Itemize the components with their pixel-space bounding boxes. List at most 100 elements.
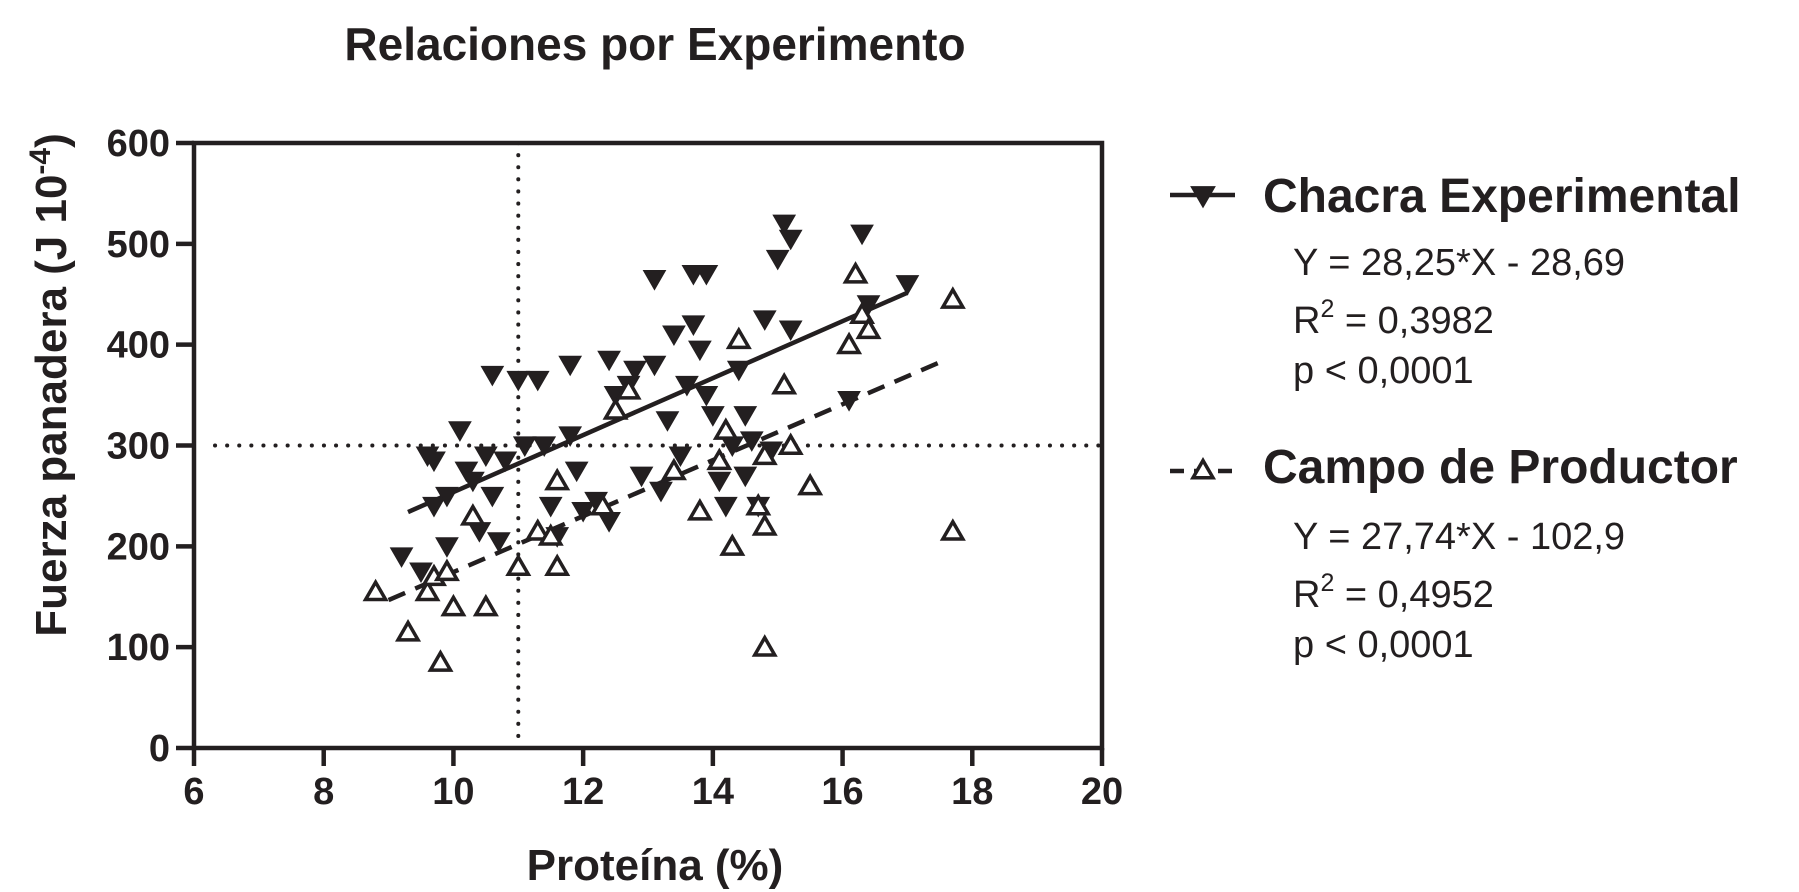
point-series-0-16: [532, 436, 557, 457]
point-series-0-36: [675, 375, 699, 397]
point-series-1-6: [440, 593, 467, 617]
data-points: [362, 214, 966, 672]
point-series-1-20: [712, 417, 739, 440]
y-tick-label-4: 400: [107, 325, 170, 367]
x-tick-label-4: 14: [692, 771, 734, 813]
point-series-0-6: [461, 471, 485, 493]
legend-campo-equation: Y = 27,74*X - 102,9: [1293, 516, 1625, 558]
point-series-1-5: [433, 558, 460, 582]
y-ticks: 0 100 200 300 400 500 600: [107, 123, 194, 770]
point-series-1-13: [544, 467, 571, 491]
point-series-1-27: [771, 372, 798, 395]
legend-campo-marker: [1189, 457, 1217, 480]
x-tick-label-1: 8: [313, 771, 334, 813]
point-series-0-22: [571, 501, 596, 523]
y-tick-label-0: 0: [149, 728, 170, 770]
point-series-1-28: [777, 432, 804, 456]
legend-campo-glyph: [1170, 457, 1237, 480]
y-axis-title-main: Fuerza panadera (J 10: [27, 175, 76, 637]
chart-title: Relaciones por Experimento: [344, 18, 965, 70]
point-series-0-35: [668, 446, 693, 468]
legend-campo-r2-sup: 2: [1320, 569, 1334, 597]
point-series-0-14: [512, 436, 537, 457]
point-series-1-30: [842, 261, 869, 284]
point-series-1-23: [745, 493, 772, 516]
legend-campo-r2-value: = 0,4952: [1334, 574, 1494, 616]
point-series-0-10: [480, 365, 505, 387]
point-series-1-11: [537, 523, 564, 546]
point-series-0-19: [558, 355, 583, 377]
point-series-1-7: [459, 503, 486, 526]
legend-chacra-r2-prefix: R: [1293, 300, 1320, 342]
legend-chacra-glyph: [1170, 186, 1235, 209]
point-series-0-12: [493, 451, 518, 473]
point-series-1-1: [394, 619, 422, 642]
point-series-1-31: [848, 301, 876, 324]
point-series-1-29: [797, 472, 824, 496]
point-series-0-49: [739, 431, 764, 452]
point-series-0-28: [623, 360, 647, 382]
point-series-0-2: [422, 496, 446, 518]
point-series-1-21: [719, 533, 746, 556]
point-series-1-19: [706, 447, 733, 471]
point-series-0-13: [506, 370, 531, 392]
y-axis-title: Fuerza panadera (J 10-4): [24, 133, 76, 637]
point-series-0-21: [564, 461, 589, 483]
point-series-1-34: [939, 286, 966, 309]
point-series-1-4: [427, 649, 454, 672]
point-series-0-34: [662, 325, 686, 347]
point-series-0-15: [525, 370, 550, 392]
legend-chacra-r2-value: = 0,3982: [1334, 300, 1494, 342]
point-series-0-61: [389, 547, 414, 568]
point-series-1-14: [589, 493, 616, 516]
y-axis-title-sup: -4: [24, 148, 57, 175]
point-series-0-39: [688, 340, 712, 362]
x-ticks: 6 8 10 12 14 16 18 20: [183, 748, 1123, 813]
point-series-0-3: [435, 537, 459, 558]
point-series-0-54: [772, 214, 797, 236]
point-series-1-18: [686, 498, 713, 521]
point-series-0-40: [694, 265, 719, 286]
point-series-1-15: [602, 397, 629, 420]
point-series-0-44: [713, 496, 738, 518]
point-series-1-35: [939, 518, 966, 541]
point-series-1-8: [472, 593, 499, 617]
point-series-0-51: [752, 310, 777, 331]
legend-chacra-p: p < 0,0001: [1293, 350, 1474, 392]
point-series-0-58: [850, 224, 874, 246]
point-series-1-22: [725, 326, 752, 350]
point-series-0-62: [409, 562, 433, 583]
point-series-0-43: [707, 471, 732, 493]
reference-lines: [213, 141, 1104, 750]
point-series-0-1: [422, 451, 446, 473]
point-series-1-2: [414, 578, 441, 602]
legend-campo-r2: R2 = 0,4952: [1293, 569, 1494, 616]
point-series-0-53: [765, 249, 790, 271]
y-axis-title-close: ): [27, 133, 76, 148]
point-series-0-41: [694, 386, 719, 407]
point-series-1-24: [751, 442, 778, 466]
point-series-0-29: [629, 466, 654, 488]
point-series-1-0: [362, 578, 389, 602]
x-tick-label-7: 20: [1081, 771, 1123, 813]
y-tick-label-3: 300: [107, 426, 170, 468]
point-series-0-32: [649, 481, 673, 503]
legend-chacra-marker: [1190, 186, 1216, 209]
legend-chacra-equation: Y = 28,25*X - 28,69: [1293, 242, 1625, 284]
point-series-1-26: [751, 634, 778, 657]
point-series-0-4: [448, 421, 472, 442]
point-series-1-17: [660, 457, 687, 481]
point-series-0-31: [642, 355, 667, 377]
point-series-0-5: [454, 461, 479, 483]
point-series-0-20: [558, 426, 583, 447]
y-tick-label-5: 500: [107, 224, 170, 266]
point-series-1-32: [855, 316, 882, 340]
legend-campo-r2-prefix: R: [1293, 574, 1320, 616]
point-series-0-38: [681, 315, 706, 336]
point-series-0-57: [837, 391, 861, 412]
legend-chacra-label: Chacra Experimental: [1263, 170, 1741, 223]
y-tick-label-1: 100: [107, 627, 170, 669]
x-tick-label-6: 18: [951, 771, 993, 813]
point-series-0-8: [473, 446, 498, 468]
